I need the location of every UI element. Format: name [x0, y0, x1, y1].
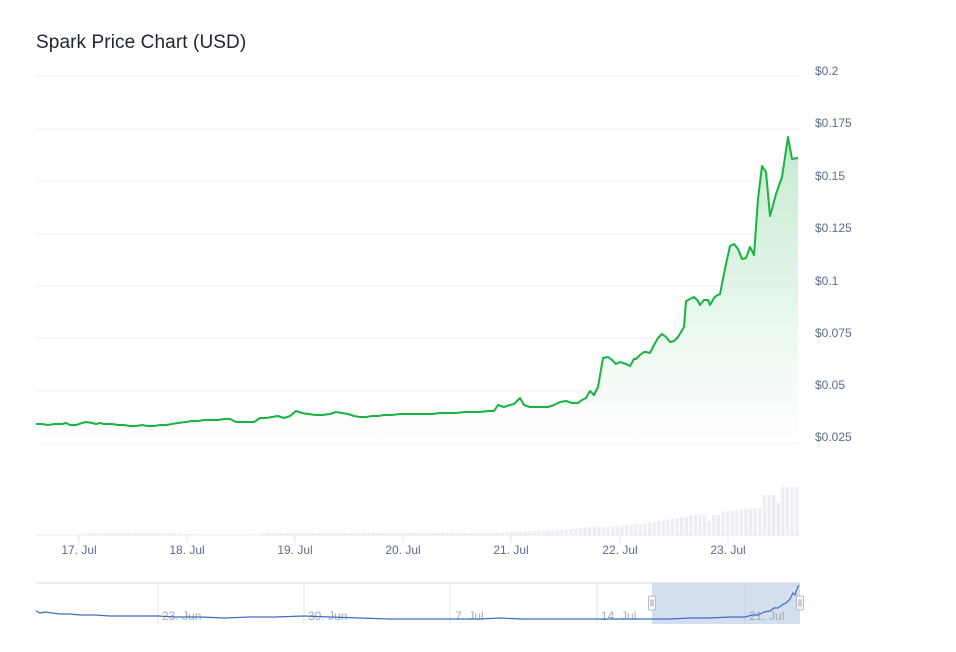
navigator-tick: 23. Jun [162, 609, 201, 623]
x-tick: 22. Jul [602, 543, 637, 557]
price-line[interactable] [36, 136, 799, 427]
y-axis: $0.2 $0.175 $0.15 $0.125 $0.1 $0.075 $0.… [815, 64, 852, 444]
y-tick: $0.15 [815, 169, 845, 183]
x-tick: 21. Jul [493, 543, 528, 557]
y-tick: $0.1 [815, 274, 839, 288]
x-tick: 18. Jul [169, 543, 204, 557]
volume-bars [82, 487, 799, 535]
y-tick: $0.05 [815, 378, 845, 392]
navigator-tick: 14. Jul [601, 609, 636, 623]
y-tick: $0.075 [815, 326, 852, 340]
price-area [36, 137, 798, 443]
navigator-tick: 30. Jun [308, 609, 347, 623]
x-axis: 17. Jul 18. Jul 19. Jul 20. Jul 21. Jul … [61, 535, 746, 557]
navigator-tick: 7. Jul [455, 609, 484, 623]
navigator-left-handle[interactable] [648, 595, 656, 611]
y-tick: $0.175 [815, 116, 852, 130]
navigator-tick: 21. Jul [749, 609, 784, 623]
x-tick: 19. Jul [277, 543, 312, 557]
chart-title: Spark Price Chart (USD) [36, 32, 247, 53]
navigator[interactable]: 23. Jun 30. Jun 7. Jul 14. Jul 21. Jul [35, 582, 804, 624]
x-tick: 20. Jul [385, 543, 420, 557]
y-tick: $0.125 [815, 221, 852, 235]
y-tick: $0.2 [815, 64, 839, 78]
y-tick: $0.025 [815, 430, 852, 444]
x-tick: 23. Jul [710, 543, 745, 557]
navigator-series [35, 584, 800, 620]
x-tick: 17. Jul [61, 543, 96, 557]
navigator-right-handle[interactable] [796, 595, 804, 611]
